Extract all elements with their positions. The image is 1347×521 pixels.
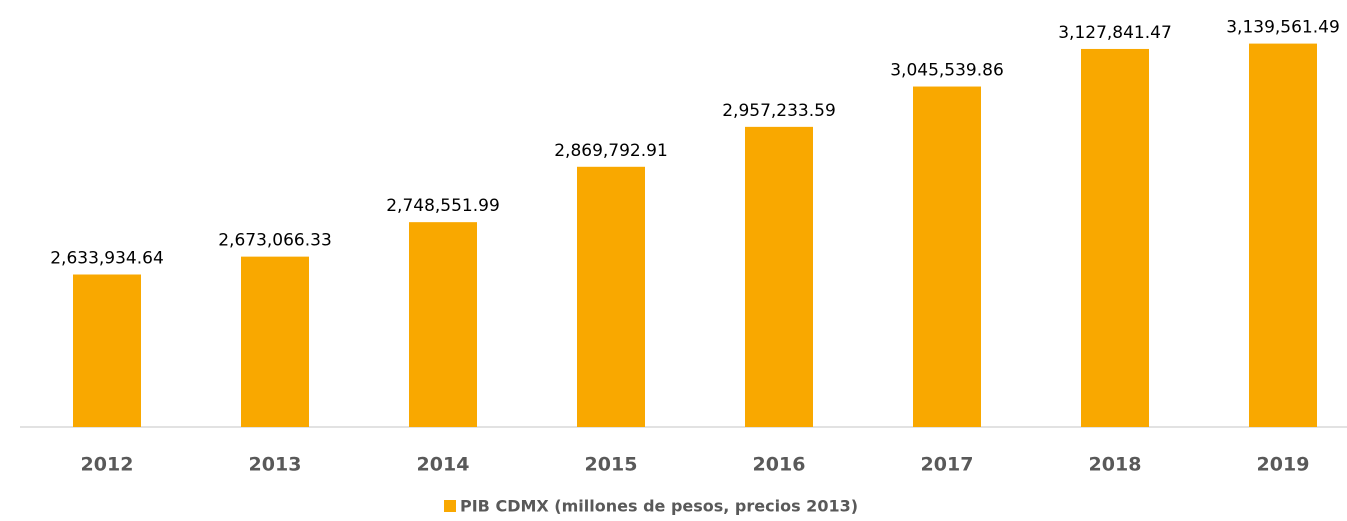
bar: [577, 166, 645, 428]
x-tick-label: 2015: [585, 454, 638, 476]
x-tick-label: 2012: [81, 454, 134, 476]
value-label: 3,139,561.49: [1226, 18, 1340, 38]
value-label: 2,869,792.91: [554, 141, 668, 161]
value-label: 2,673,066.33: [218, 231, 332, 251]
value-label: 2,748,551.99: [386, 196, 500, 216]
value-label: 3,127,841.47: [1058, 23, 1172, 43]
value-label: 2,957,233.59: [722, 101, 836, 121]
bar: [73, 274, 141, 427]
x-tick-label: 2017: [921, 454, 974, 476]
bar: [1081, 48, 1149, 428]
value-label: 2,633,934.64: [50, 249, 164, 269]
x-tick-label: 2018: [1089, 454, 1142, 476]
bar: [745, 126, 813, 427]
bar: [241, 256, 309, 427]
x-tick-label: 2019: [1257, 454, 1310, 476]
x-tick-label: 2014: [417, 454, 470, 476]
legend-label: PIB CDMX (millones de pesos, precios 201…: [460, 497, 858, 516]
bar: [409, 222, 477, 427]
x-tick-label: 2013: [249, 454, 302, 476]
bar: [1249, 43, 1317, 428]
x-tick-label: 2016: [753, 454, 806, 476]
bar: [913, 86, 981, 427]
value-label: 3,045,539.86: [890, 61, 1004, 81]
legend-swatch: [444, 500, 456, 512]
